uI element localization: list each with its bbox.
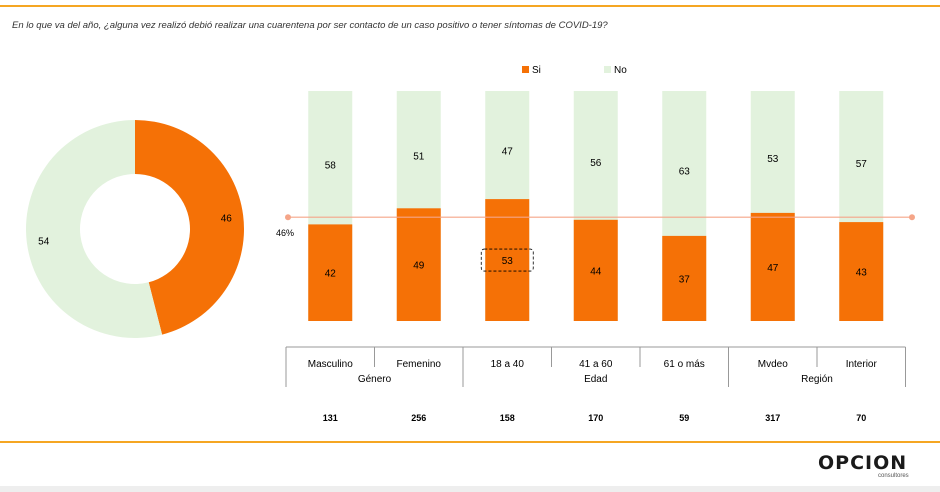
n-value: 59: [679, 413, 689, 423]
bar-si: [839, 222, 884, 321]
bar-label-no: 47: [502, 146, 514, 157]
donut-label-no: 54: [38, 237, 50, 248]
average-line-end: [909, 214, 915, 221]
bar-label-no: 56: [590, 158, 602, 169]
n-value: 317: [765, 413, 780, 423]
category-label: 41 a 60: [579, 359, 613, 370]
donut-label-si: 46: [221, 213, 233, 224]
legend-label-no: No: [614, 65, 627, 76]
average-label: 46%: [276, 228, 294, 238]
bar-label-no: 63: [679, 167, 691, 178]
n-value: 256: [411, 413, 426, 423]
donut-slice-no: [25, 120, 163, 338]
bar-label-no: 53: [767, 154, 779, 165]
bar-label-no: 51: [413, 152, 425, 163]
bar-label-si: 53: [502, 256, 514, 267]
category-label: Interior: [846, 359, 878, 370]
survey-question: En lo que va del año, ¿alguna vez realiz…: [12, 20, 608, 31]
bar-label-si: 47: [767, 263, 779, 274]
legend-swatch-si: [522, 66, 529, 73]
bar-si: [573, 219, 618, 321]
highlight-box: [480, 248, 534, 272]
bottom-rule: [0, 441, 940, 443]
bar-label-no: 58: [325, 160, 337, 171]
average-line-start: [285, 214, 291, 221]
category-label: Masculino: [308, 359, 353, 370]
logo-subtitle: consultores: [878, 473, 909, 479]
bar-label-no: 57: [856, 159, 868, 170]
category-label: Femenino: [397, 359, 442, 370]
bar-label-si: 43: [856, 268, 868, 279]
bar-si: [396, 208, 441, 321]
top-rule: [0, 5, 940, 7]
category-label: Mvdeo: [758, 359, 788, 370]
bar-si: [750, 212, 795, 321]
bar-si: [662, 235, 707, 321]
bar-label-si: 42: [325, 269, 337, 280]
bar-label-si: 49: [413, 261, 425, 272]
n-value: 170: [588, 413, 603, 423]
bar-label-si: 37: [679, 274, 691, 285]
legend-label-si: Si: [532, 65, 541, 76]
bar-label-si: 44: [590, 266, 602, 277]
bar-si: [485, 199, 530, 321]
donut-slice-si: [135, 120, 244, 335]
footer-band: [0, 486, 940, 492]
opcion-logo: OPCION consultores: [818, 452, 918, 482]
group-label: Género: [358, 374, 392, 385]
n-value: 158: [500, 413, 515, 423]
category-label: 18 a 40: [491, 359, 525, 370]
n-value: 70: [856, 413, 866, 423]
bar-si: [308, 224, 353, 321]
category-label: 61 o más: [664, 359, 705, 370]
group-label: Región: [801, 374, 833, 385]
donut-chart: 46 54: [25, 120, 244, 338]
group-label: Edad: [584, 374, 607, 385]
stacked-bar-chart: Si No 58 42 51 49 47 53 56 44 63 37 53 47 57 43 46% Mascu…: [276, 65, 915, 423]
legend-swatch-no: [604, 66, 611, 73]
n-value: 131: [323, 413, 338, 423]
legend: Si No: [522, 65, 627, 76]
logo-wordmark: OPCION: [818, 452, 908, 474]
